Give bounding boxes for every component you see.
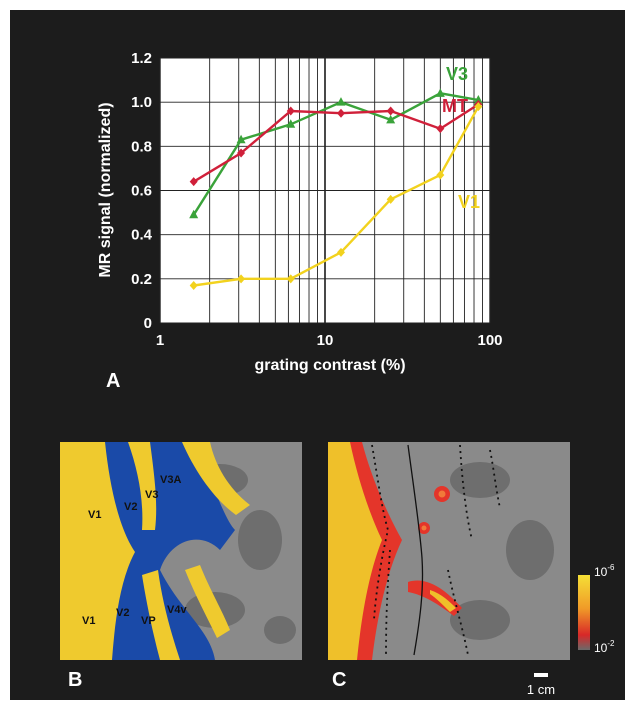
- x-axis-label: grating contrast (%): [254, 357, 405, 374]
- series-v1: V1: [189, 102, 483, 290]
- data-point: [189, 209, 199, 219]
- area-label: V3A: [160, 474, 181, 486]
- activation-spot-v3a-core: [421, 525, 427, 531]
- data-point: [436, 124, 445, 134]
- border-vp-ventral: [447, 569, 469, 656]
- series-label: V3: [446, 64, 468, 84]
- colorbar-bottom-label: 10-2: [594, 639, 615, 655]
- yellow-v4v-band: [185, 565, 230, 638]
- colorbar-top-label: 10-6: [594, 563, 615, 579]
- series-label: V1: [458, 192, 480, 212]
- data-point: [473, 94, 483, 104]
- data-point: [286, 106, 295, 116]
- area-label: V1: [82, 615, 95, 627]
- series-v3: V3: [189, 64, 483, 219]
- y-axis-label: MR signal (normalized): [97, 102, 114, 277]
- series-layer: V3 MT V1: [189, 64, 483, 290]
- yellow-v3a-band: [182, 442, 250, 515]
- y-tick-label: 0: [144, 315, 152, 332]
- x-tick-label: 10: [317, 332, 334, 349]
- border-horizontal-meridian: [407, 444, 424, 656]
- scale-bar-label: 1 cm: [527, 682, 555, 697]
- panel-label-c: C: [332, 669, 346, 691]
- data-point: [189, 177, 198, 187]
- contrast-response-chart: 0 0.2 0.4 0.6 0.8 1.0 1.2 1 10 100 V3 MT V1 gratin…: [97, 50, 503, 392]
- panel-c-activation-map: C: [328, 442, 570, 691]
- y-tick-label: 0.2: [131, 271, 152, 288]
- blue-field-region: [90, 442, 235, 660]
- gray-patch: [264, 616, 296, 644]
- data-point: [189, 280, 198, 290]
- data-point: [386, 114, 396, 124]
- data-point: [237, 274, 246, 284]
- panel-label-b: B: [68, 669, 82, 691]
- y-tick-labels: 0 0.2 0.4 0.6 0.8 1.0 1.2: [131, 50, 153, 332]
- area-label: V3: [145, 489, 158, 501]
- data-point: [336, 247, 345, 257]
- gray-patch: [450, 462, 510, 498]
- area-label: V2: [116, 607, 129, 619]
- gray-patch: [506, 520, 554, 580]
- y-tick-label: 0.8: [131, 138, 152, 155]
- figure-svg: 0 0.2 0.4 0.6 0.8 1.0 1.2 1 10 100 V3 MT V1 gratin…: [60, 50, 615, 697]
- yellow-v1-band: [60, 442, 135, 660]
- area-label: V1: [88, 509, 101, 521]
- activation-v1-core: [328, 442, 382, 660]
- data-point: [237, 148, 246, 158]
- data-point: [286, 119, 296, 128]
- x-tick-label: 1: [156, 332, 164, 349]
- y-tick-label: 0.4: [131, 227, 153, 244]
- area-label: V2: [124, 501, 137, 513]
- y-tick-label: 1.0: [131, 94, 152, 111]
- data-point: [386, 106, 395, 116]
- gray-patch: [450, 600, 510, 640]
- border-v1-v2-ventral: [385, 549, 391, 656]
- y-tick-label: 0.6: [131, 183, 152, 200]
- data-point: [386, 194, 395, 204]
- area-label: V4v: [167, 604, 187, 616]
- data-point: [435, 88, 445, 97]
- y-tick-label: 1.2: [131, 50, 152, 67]
- gray-patch: [238, 510, 282, 570]
- border-v1-v2-dorsal: [371, 444, 389, 621]
- data-point: [236, 134, 246, 144]
- series-label: MT: [442, 96, 468, 116]
- yellow-vp-band: [142, 570, 180, 660]
- activation-spot-mt-core: [438, 490, 446, 498]
- grid-lines: [159, 57, 491, 324]
- data-point: [436, 170, 445, 180]
- yellow-v3-band: [128, 442, 157, 530]
- area-label: VP: [141, 615, 156, 627]
- x-tick-labels: 1 10 100: [156, 332, 503, 349]
- figure-panel: 0 0.2 0.4 0.6 0.8 1.0 1.2 1 10 100 V3 MT V1 gratin…: [10, 10, 625, 700]
- data-point: [336, 108, 345, 118]
- data-point: [336, 97, 346, 106]
- border-v3a: [489, 449, 501, 509]
- activation-ventral-blob-core: [430, 590, 456, 612]
- panel-label-a: A: [106, 370, 120, 392]
- data-point: [286, 274, 295, 284]
- series-mt: MT: [189, 96, 483, 187]
- scale-bar: [534, 673, 548, 677]
- data-point: [474, 102, 483, 112]
- p-value-colorbar: [578, 575, 590, 650]
- x-tick-label: 100: [477, 332, 502, 349]
